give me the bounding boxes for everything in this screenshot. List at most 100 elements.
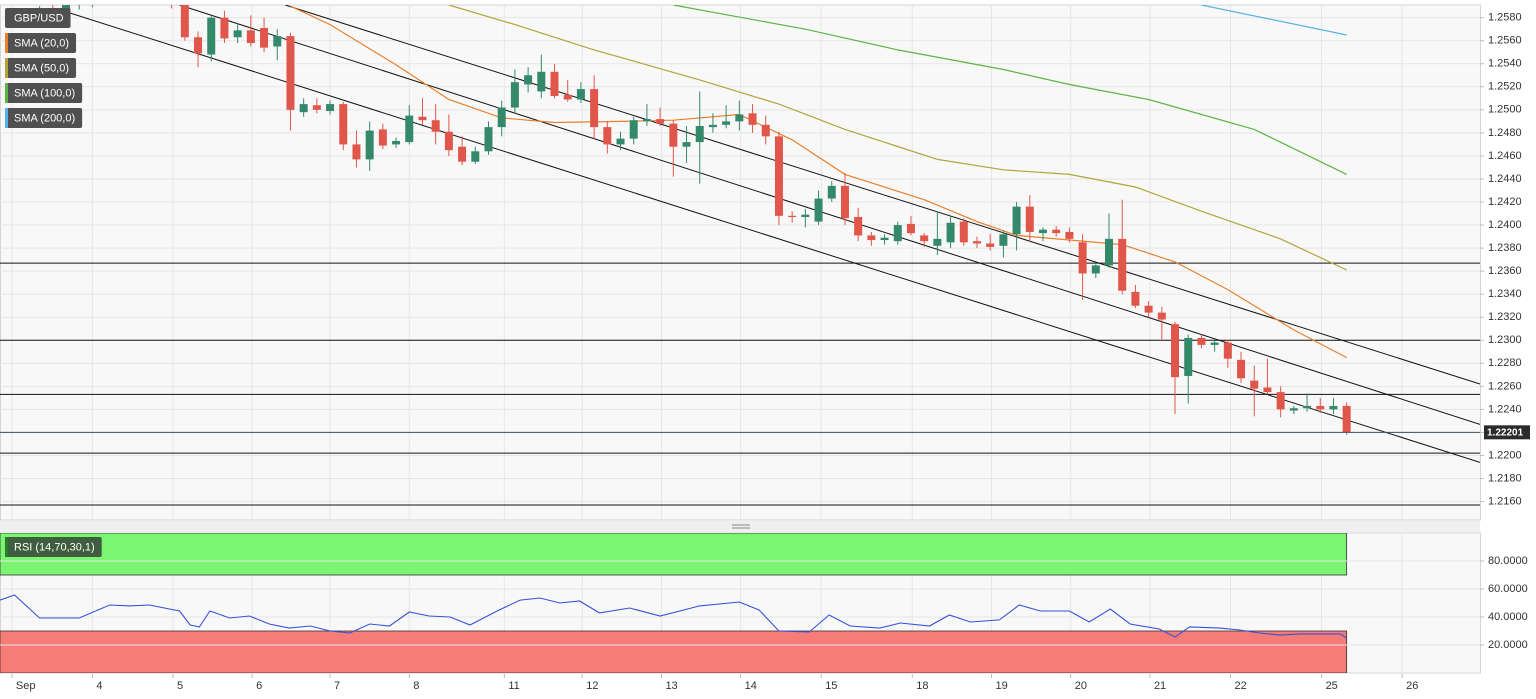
candle-body — [959, 221, 968, 243]
candle-body — [458, 146, 467, 162]
candle-body — [1303, 405, 1312, 409]
candle-body — [207, 17, 216, 55]
trend-line — [179, 5, 1480, 425]
x-tick-label: 5 — [177, 680, 183, 692]
candle-body — [484, 127, 493, 152]
candle-body — [986, 243, 995, 247]
candle-body — [378, 129, 387, 146]
y-tick-label: 1.2440 — [1488, 173, 1522, 185]
y-tick-label: 1.2460 — [1488, 150, 1522, 162]
last-price-box — [1484, 425, 1530, 440]
candle-body — [642, 119, 651, 122]
y-tick-label: 1.2180 — [1488, 472, 1522, 484]
candle-body — [326, 104, 335, 111]
candle-body — [1052, 229, 1061, 234]
candle-body — [299, 104, 308, 113]
legend-box — [5, 83, 83, 103]
rsi-zone — [0, 533, 1348, 576]
candle-body — [286, 36, 295, 110]
y-tick-label: 1.2240 — [1488, 403, 1522, 415]
candle-body — [840, 185, 849, 219]
trend-line — [285, 5, 1480, 385]
candle-body — [1131, 291, 1140, 306]
legend-swatch — [5, 58, 8, 78]
legend-swatch — [5, 33, 8, 53]
candle-body — [827, 185, 836, 199]
candle-body — [761, 124, 770, 137]
x-tick-label: 26 — [1406, 680, 1418, 692]
sma-line — [448, 5, 1347, 271]
sma-line — [290, 5, 1347, 359]
candle-body — [1329, 405, 1338, 410]
candle-body — [405, 115, 414, 143]
y-tick-label: 1.2540 — [1488, 58, 1522, 70]
y-tick-label: 40.0000 — [1488, 611, 1528, 623]
candle-body — [669, 123, 678, 147]
candle-body — [774, 136, 783, 216]
y-tick-label: 1.2520 — [1488, 81, 1522, 93]
y-tick-label: 60.0000 — [1488, 583, 1528, 595]
legend-label: SMA (200,0) — [14, 112, 75, 124]
y-tick-label: 1.2420 — [1488, 196, 1522, 208]
candle-body — [312, 105, 321, 110]
candle-body — [1144, 305, 1153, 313]
candle-body — [1250, 380, 1259, 389]
candle-body — [854, 216, 863, 236]
candle-body — [1223, 342, 1232, 359]
candle-body — [656, 119, 665, 124]
legend-box — [5, 537, 102, 557]
y-tick-label: 1.2200 — [1488, 449, 1522, 461]
x-tick-label: 20 — [1075, 680, 1087, 692]
x-tick-label: 22 — [1234, 680, 1246, 692]
candle-body — [194, 37, 203, 54]
rsi-line — [0, 594, 1347, 639]
candle-body — [1184, 337, 1193, 376]
legend-box — [5, 58, 77, 78]
candle-body — [708, 124, 717, 128]
x-tick-label: 7 — [334, 680, 340, 692]
candle-body — [365, 130, 374, 160]
candle-body — [933, 238, 942, 246]
x-tick-label: Sep — [16, 680, 36, 692]
candle-body — [814, 198, 823, 222]
panel-divider[interactable] — [0, 521, 1480, 532]
candle-body — [1078, 242, 1087, 274]
candle-body — [1157, 312, 1166, 320]
candle-body — [893, 225, 902, 242]
candle-body — [1091, 265, 1100, 274]
sma-line — [673, 5, 1347, 175]
legend-box — [5, 8, 71, 28]
price-plot — [0, 5, 1480, 520]
candle-body — [682, 142, 691, 147]
y-tick-label: 1.2160 — [1488, 495, 1522, 507]
candle-body — [1012, 206, 1021, 235]
candle-body — [1118, 238, 1127, 291]
candle-body — [735, 114, 744, 122]
candle-body — [1263, 387, 1272, 393]
legend-swatch — [5, 537, 8, 557]
y-tick-label: 1.2260 — [1488, 380, 1522, 392]
candle-body — [906, 223, 915, 234]
legend-label: GBP/USD — [14, 12, 64, 24]
candle-body — [497, 107, 506, 128]
y-tick-label: 20.0000 — [1488, 639, 1528, 651]
candle-body — [1105, 238, 1114, 266]
candle-body — [524, 75, 533, 85]
candle-body — [1289, 408, 1298, 411]
candle-body — [1342, 405, 1351, 433]
legend-swatch — [5, 83, 8, 103]
candle-body — [616, 138, 625, 145]
candle-body — [999, 234, 1008, 246]
candle-body — [471, 151, 480, 162]
candle-body — [444, 131, 453, 151]
x-tick-label: 6 — [256, 680, 262, 692]
y-tick-label: 80.0000 — [1488, 555, 1528, 567]
y-tick-label: 1.2300 — [1488, 334, 1522, 346]
last-price-label: 1.22201 — [1487, 427, 1524, 438]
x-tick-label: 25 — [1326, 680, 1338, 692]
x-tick-label: 19 — [996, 680, 1008, 692]
y-tick-label: 1.2340 — [1488, 288, 1522, 300]
candle-body — [180, 5, 189, 38]
candle-body — [62, 5, 71, 11]
